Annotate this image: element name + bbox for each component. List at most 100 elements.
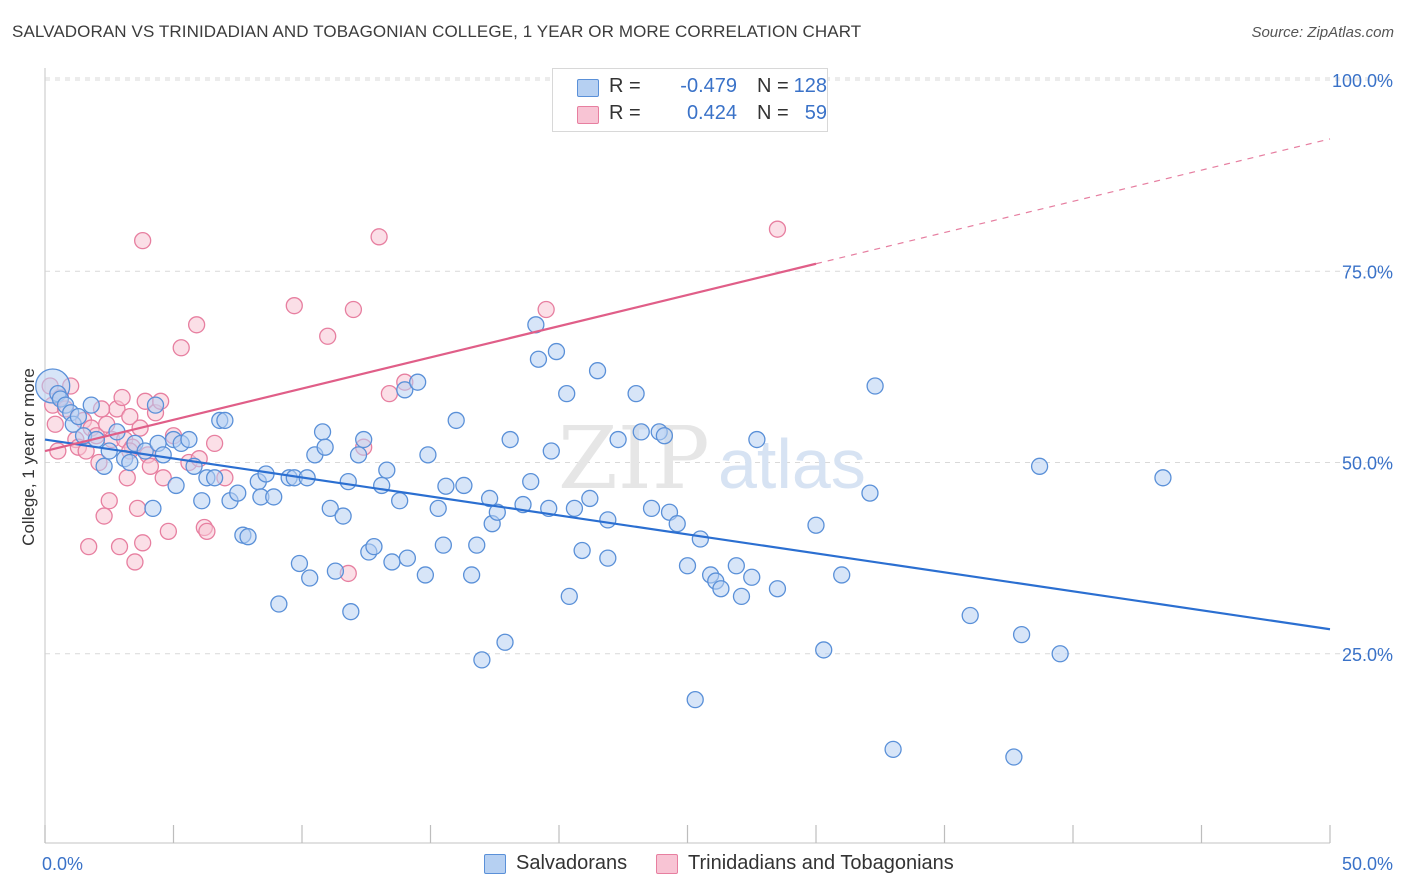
- legend-swatch-pink: [577, 106, 599, 124]
- salvadoran-point: [419, 446, 437, 464]
- salvadoran-point: [599, 511, 617, 529]
- correlation-legend: R = -0.479 N = 128 R = 0.424 N = 59: [552, 68, 828, 132]
- salvadoran-point: [678, 557, 697, 575]
- salvadoran-point: [455, 476, 473, 495]
- trinidadian-point: [134, 534, 152, 552]
- trinidadian-point: [141, 457, 160, 475]
- legend-n-label: N =: [757, 102, 789, 124]
- chart-source: Source: ZipAtlas.com: [1251, 24, 1394, 41]
- salvadoran-point: [542, 442, 560, 460]
- x-tick-label: 0.0%: [42, 854, 83, 874]
- salvadoran-point: [365, 538, 383, 556]
- trinidadian-point: [113, 388, 131, 407]
- salvadoran-point: [95, 457, 113, 475]
- salvadoran-point: [480, 489, 499, 508]
- salvadoran-point: [391, 492, 409, 510]
- salvadoran-point: [396, 381, 414, 399]
- trinidadian-point: [187, 316, 206, 334]
- salvadoran-point: [334, 507, 352, 525]
- salvadoran-point: [529, 350, 548, 368]
- salvadoran-point: [581, 489, 599, 508]
- salvadoran-point: [632, 423, 650, 441]
- salvadoran-point: [326, 562, 345, 580]
- salvadoran-point: [205, 469, 224, 487]
- watermark-zip: ZIP: [558, 409, 710, 509]
- trinidadian-point: [380, 384, 399, 403]
- trinidadian-point: [344, 300, 363, 319]
- salvadoran-point: [686, 691, 704, 709]
- salvadoran-point: [691, 530, 709, 548]
- salvadoran-point: [961, 606, 979, 625]
- salvadoran-point: [558, 384, 576, 403]
- series-salvadorans-points: [35, 316, 1172, 766]
- trinidadian-point: [134, 231, 152, 250]
- trinidadian-point: [172, 339, 190, 357]
- y-tick-label: 75.0%: [1342, 262, 1393, 282]
- legend-n-label: N =: [757, 75, 789, 97]
- trinidadian-point: [126, 553, 144, 571]
- salvadoran-point: [316, 438, 334, 456]
- salvadoran-point: [429, 499, 447, 518]
- salvadoran-point: [437, 477, 455, 495]
- salvadoran-point: [815, 641, 833, 659]
- salvadoran-point: [884, 740, 902, 759]
- salvadoran-point: [1154, 469, 1172, 487]
- trinidadian-point: [537, 300, 555, 319]
- salvadoran-point: [193, 492, 211, 510]
- salvadoran-point: [642, 499, 661, 518]
- salvadoran-point: [866, 377, 884, 395]
- salvadoran-point: [121, 453, 139, 472]
- salvadoran-point: [339, 472, 357, 491]
- legend-n-value: 128: [793, 75, 827, 97]
- salvadoran-point: [383, 553, 401, 571]
- salvadoran-point: [434, 536, 453, 554]
- trinidadian-point: [46, 415, 64, 433]
- salvadoran-point: [547, 342, 566, 361]
- trinidadian-point: [159, 522, 178, 540]
- salvadoran-point: [712, 580, 730, 598]
- salvadoran-point: [301, 569, 319, 587]
- salvadoran-point: [732, 587, 751, 606]
- salvadoran-point: [609, 430, 627, 449]
- salvadoran-point: [1005, 748, 1023, 766]
- salvadoran-point: [1012, 625, 1031, 644]
- y-tick-label: 100.0%: [1332, 71, 1393, 91]
- salvadoran-point: [100, 442, 118, 460]
- salvadoran-point: [861, 484, 879, 502]
- trinidadian-trend-line: [44, 262, 817, 453]
- salvadoran-point: [167, 476, 185, 495]
- salvadoran-point: [416, 566, 435, 584]
- salvadoran-point: [408, 373, 427, 391]
- salvadoran-point: [229, 484, 247, 502]
- salvadoran-point: [588, 362, 607, 380]
- trinidadian-point: [110, 538, 129, 556]
- salvadoran-point: [468, 536, 486, 554]
- salvadoran-point: [447, 411, 465, 430]
- legend-swatch-blue: [484, 854, 506, 874]
- salvadoran-point: [807, 516, 825, 534]
- trinidadian-point: [205, 434, 224, 453]
- legend-r-label: R =: [609, 102, 641, 124]
- trinidadian-point: [80, 538, 98, 556]
- trinidadian-point: [370, 228, 388, 246]
- trinidadian-point: [319, 327, 337, 345]
- salvadoran-point: [560, 587, 578, 606]
- salvadoran-point: [313, 423, 332, 441]
- salvadoran-trend-line: [44, 438, 1331, 631]
- legend-r-value: 0.424: [686, 102, 737, 124]
- trinidadian-trend-extension: [815, 138, 1331, 265]
- salvadoran-point: [833, 566, 851, 584]
- trinidadian-point: [128, 499, 147, 518]
- axes: [44, 68, 1331, 844]
- legend-label: Trinidadians and Tobagonians: [688, 852, 954, 874]
- salvadoran-point: [146, 396, 165, 414]
- salvadoran-point: [655, 427, 674, 445]
- salvadoran-point: [398, 549, 417, 567]
- salvadoran-point: [1030, 457, 1049, 475]
- salvadoran-point: [270, 595, 288, 613]
- tick-labels: 25.0% 50.0% 75.0% 100.0% 0.0% 50.0%: [42, 71, 1393, 874]
- salvadoran-point: [522, 472, 540, 491]
- salvadoran-point: [462, 566, 481, 584]
- salvadoran-point: [599, 549, 617, 567]
